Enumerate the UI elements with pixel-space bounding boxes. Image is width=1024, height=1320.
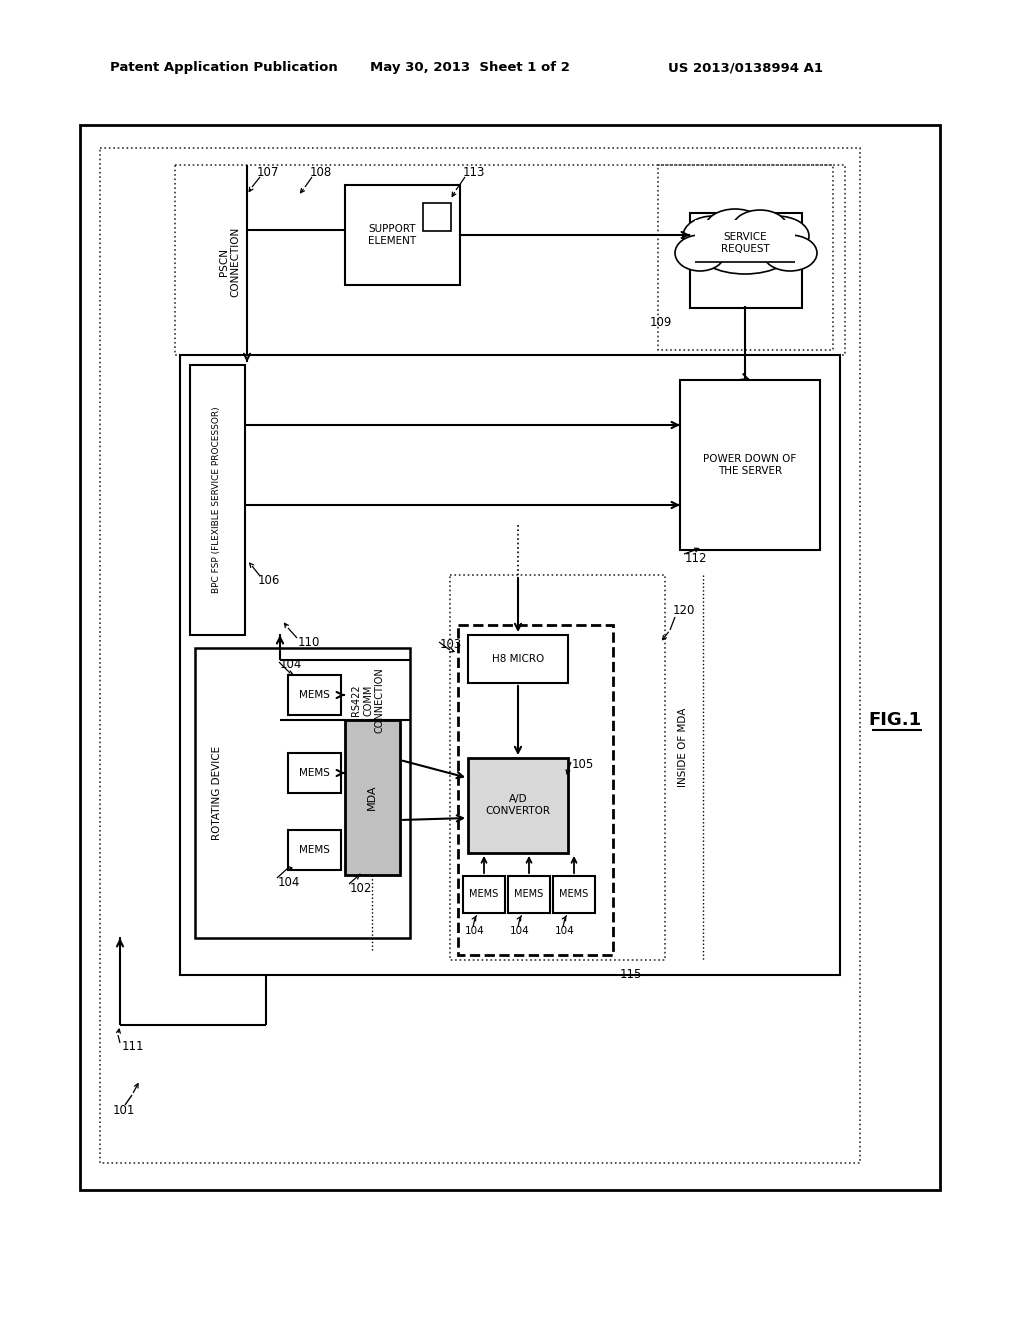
Ellipse shape xyxy=(675,235,725,271)
Text: 104: 104 xyxy=(510,927,529,936)
Bar xyxy=(423,203,451,231)
Bar xyxy=(288,830,341,870)
Text: 111: 111 xyxy=(122,1040,144,1053)
Text: 106: 106 xyxy=(258,573,281,586)
Text: 104: 104 xyxy=(280,659,302,672)
Bar xyxy=(288,675,341,715)
Text: 103: 103 xyxy=(440,639,462,652)
Text: MDA: MDA xyxy=(367,784,377,809)
Text: 104: 104 xyxy=(278,875,300,888)
Bar xyxy=(463,876,505,913)
Bar xyxy=(100,148,860,1163)
Bar xyxy=(195,648,410,939)
Text: SUPPORT
ELEMENT: SUPPORT ELEMENT xyxy=(368,224,416,246)
Text: SERVICE
REQUEST: SERVICE REQUEST xyxy=(721,232,769,253)
Text: A/D
CONVERTOR: A/D CONVERTOR xyxy=(485,795,551,816)
Text: MEMS: MEMS xyxy=(299,845,330,855)
Text: 104: 104 xyxy=(555,927,574,936)
Bar xyxy=(175,165,845,355)
Text: MEMS: MEMS xyxy=(299,690,330,700)
Bar xyxy=(508,876,550,913)
Text: FIG.1: FIG.1 xyxy=(868,711,922,729)
Ellipse shape xyxy=(763,235,817,271)
Text: MEMS: MEMS xyxy=(559,888,589,899)
Text: 109: 109 xyxy=(650,315,673,329)
Text: RS422
COMM
CONNECTION: RS422 COMM CONNECTION xyxy=(351,667,385,733)
Bar xyxy=(468,635,568,682)
Text: 105: 105 xyxy=(572,759,594,771)
Bar xyxy=(690,213,802,308)
Bar xyxy=(450,576,665,960)
Text: 110: 110 xyxy=(298,635,321,648)
Bar xyxy=(190,366,245,635)
Text: 107: 107 xyxy=(257,166,280,180)
Text: H8 MICRO: H8 MICRO xyxy=(492,653,544,664)
Text: 102: 102 xyxy=(350,882,373,895)
Text: Patent Application Publication: Patent Application Publication xyxy=(110,62,338,74)
Text: May 30, 2013  Sheet 1 of 2: May 30, 2013 Sheet 1 of 2 xyxy=(370,62,570,74)
Bar xyxy=(345,185,460,285)
Ellipse shape xyxy=(732,210,787,246)
Text: MEMS: MEMS xyxy=(514,888,544,899)
Text: 113: 113 xyxy=(463,166,485,180)
Text: MEMS: MEMS xyxy=(299,768,330,777)
Bar xyxy=(345,719,400,875)
Bar xyxy=(680,380,820,550)
Text: 108: 108 xyxy=(310,166,332,180)
Text: 115: 115 xyxy=(620,969,642,982)
Bar xyxy=(553,876,595,913)
Bar xyxy=(458,624,613,954)
Bar xyxy=(288,752,341,793)
Text: 104: 104 xyxy=(465,927,484,936)
Bar xyxy=(695,220,795,261)
Text: 101: 101 xyxy=(113,1104,135,1117)
Text: POWER DOWN OF
THE SERVER: POWER DOWN OF THE SERVER xyxy=(703,454,797,475)
Bar xyxy=(80,125,940,1191)
Bar xyxy=(468,758,568,853)
Text: INSIDE OF MDA: INSIDE OF MDA xyxy=(678,708,688,787)
Text: MEMS: MEMS xyxy=(469,888,499,899)
Ellipse shape xyxy=(683,216,743,256)
Text: BPC FSP (FLEXIBLE SERVICE PROCESSOR): BPC FSP (FLEXIBLE SERVICE PROCESSOR) xyxy=(213,407,221,593)
Text: 112: 112 xyxy=(685,552,708,565)
Ellipse shape xyxy=(695,222,795,275)
Text: PSCN
CONNECTION: PSCN CONNECTION xyxy=(219,227,241,297)
Bar xyxy=(658,165,833,350)
Ellipse shape xyxy=(705,209,765,247)
Text: ROTATING DEVICE: ROTATING DEVICE xyxy=(212,746,222,840)
Bar xyxy=(180,355,840,975)
Ellipse shape xyxy=(745,216,809,256)
Text: 120: 120 xyxy=(673,603,695,616)
Text: US 2013/0138994 A1: US 2013/0138994 A1 xyxy=(668,62,823,74)
